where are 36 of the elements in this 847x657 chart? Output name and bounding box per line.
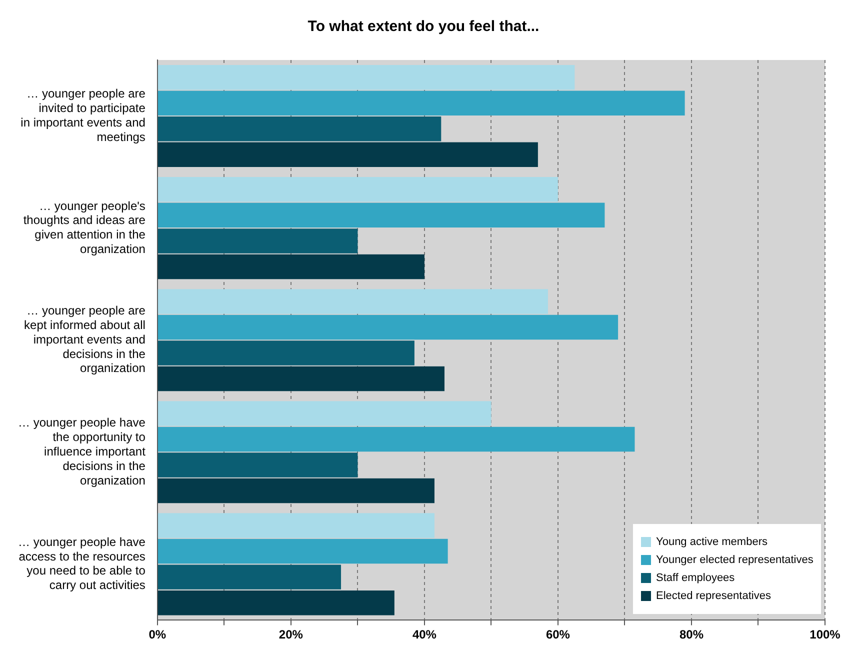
legend-label: Elected representatives [656,590,771,602]
bar [158,202,605,228]
bar [158,401,492,426]
bar [158,90,685,116]
y-tick-label: … younger people have access to the resources you need to be able to carry out activities [18,534,146,592]
x-tick-label: 100% [810,628,841,642]
bar [158,426,635,452]
y-tick-label: … younger people are invited to participate in important events and meetings [20,86,146,144]
bar [158,228,358,254]
bar [158,314,618,340]
x-tick-label: 20% [278,628,304,642]
x-tick-label: 80% [679,628,704,642]
bar [158,564,342,590]
bar [158,513,434,538]
bar [158,590,394,616]
chart-title: To what extent do you feel that... [306,18,540,35]
bar [158,538,448,564]
bar [158,116,442,142]
bar [158,142,538,168]
legend-label: Staff employees [656,572,735,584]
bar [158,64,575,90]
x-tick-label: 40% [412,628,437,642]
bar [158,254,424,280]
bar [158,289,548,314]
bar [158,478,434,504]
y-tick-label: … younger people are kept informed about all important events and decisions in the organization [24,304,146,376]
bar [158,452,358,478]
legend-label: Young active members [656,536,768,548]
x-tick-label: 0% [148,628,166,642]
bar [158,177,558,202]
x-tick-label: 60% [546,628,570,642]
y-tick-label: … younger people have the opportunity to influence important decisions in the organization [18,416,146,488]
bar [158,366,444,392]
y-tick-label: … younger people's thoughts and ideas are given attention in the organization [23,198,146,256]
legend-label: Younger elected representatives [656,554,814,566]
bar [158,340,414,366]
